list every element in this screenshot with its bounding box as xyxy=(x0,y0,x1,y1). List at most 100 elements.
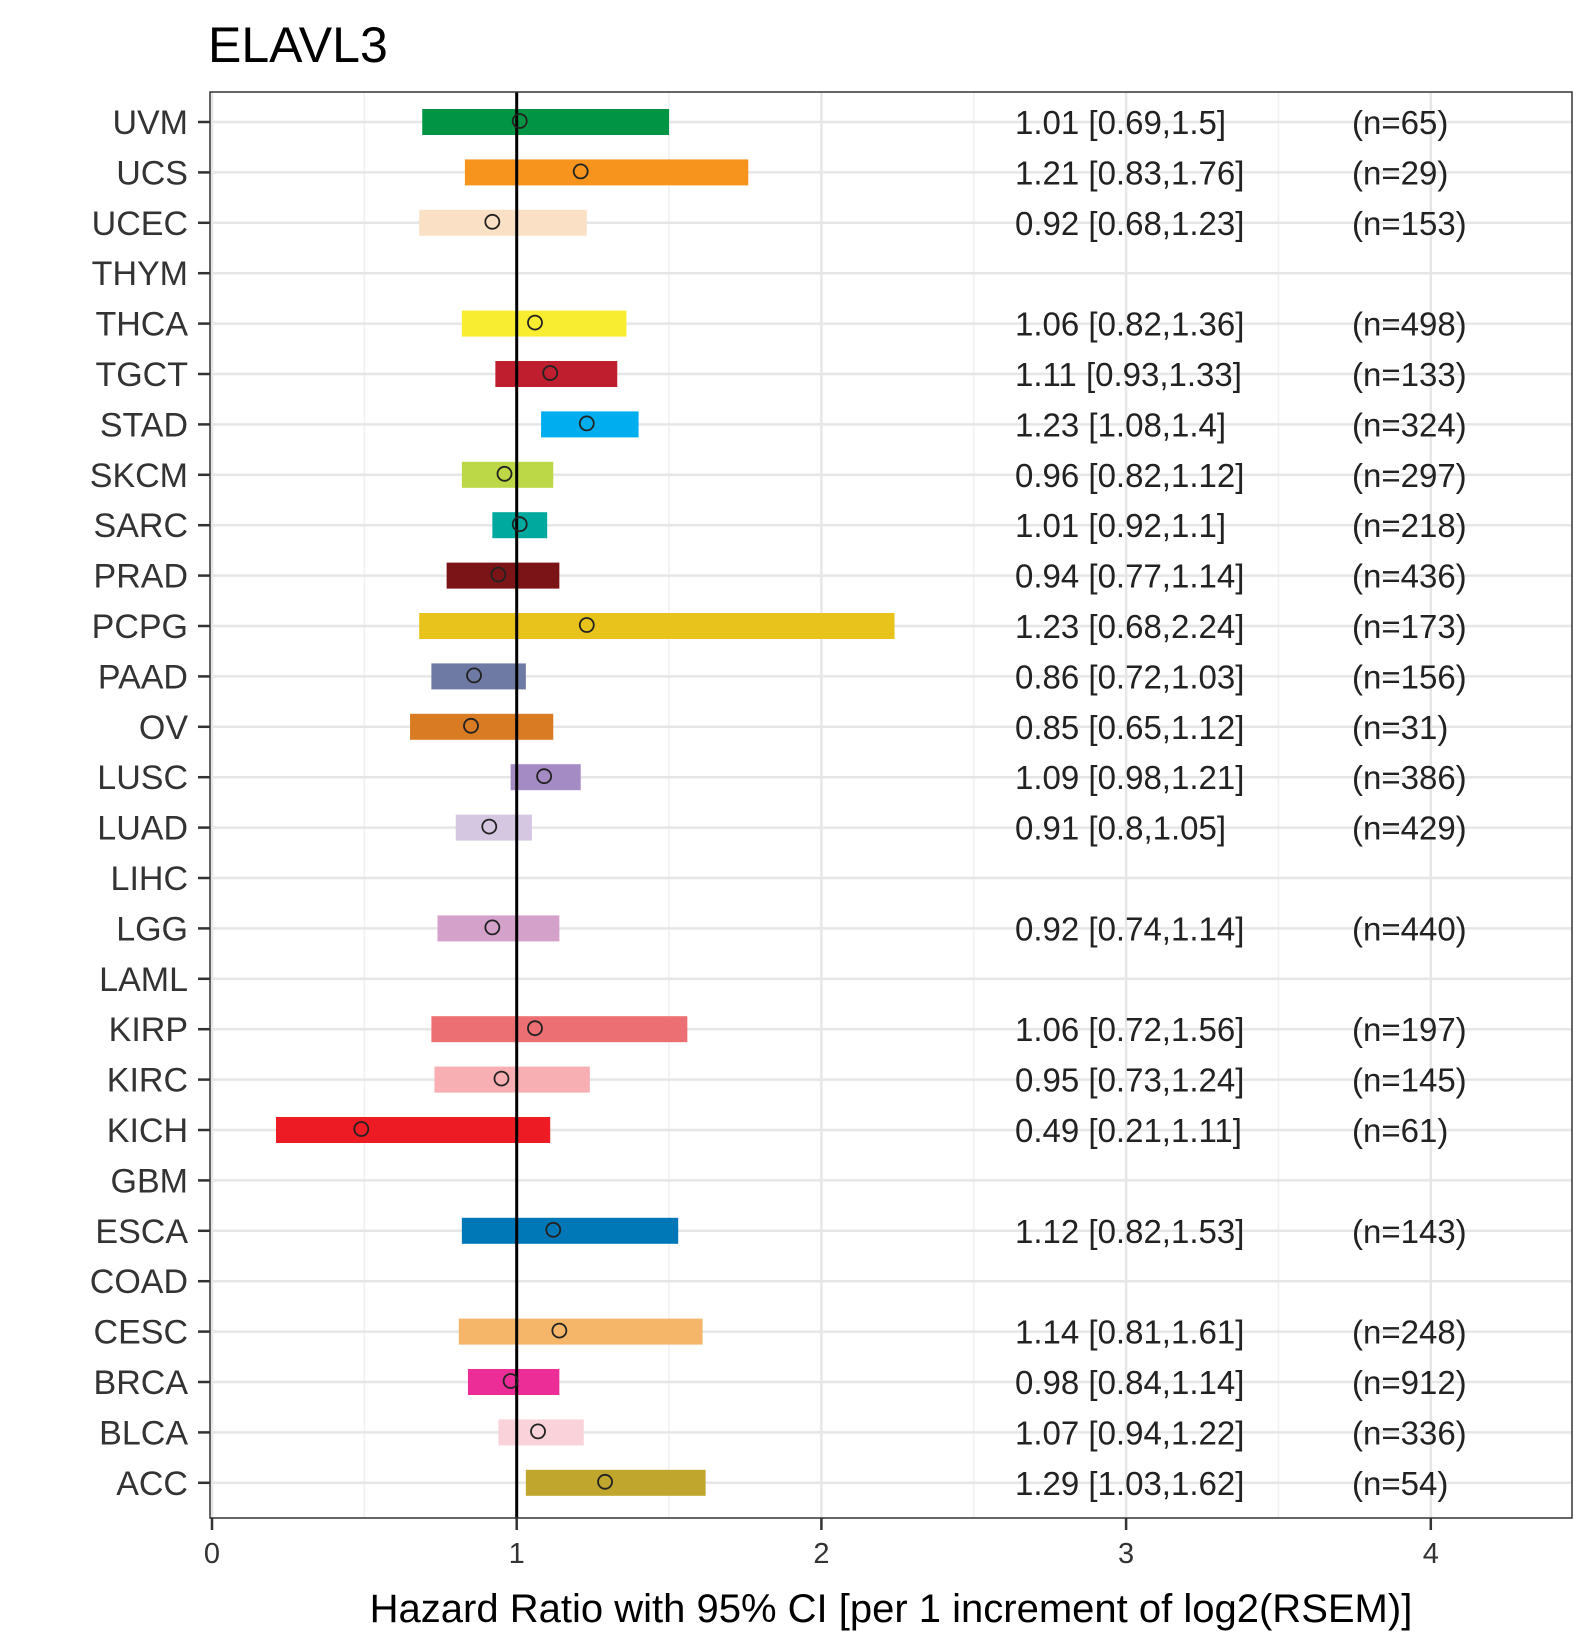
row-annotations: 1.01 [0.69,1.5] (n=65) 1.21 [0.83,1.76] (n=… xyxy=(1015,104,1467,1502)
n-label: (n=297) xyxy=(1352,457,1467,494)
hr-point xyxy=(551,1322,568,1339)
y-tick-label: SKCM xyxy=(90,457,188,495)
ci-label: 1.12 [0.82,1.53] xyxy=(1015,1213,1244,1250)
ci-label: 1.01 [0.92,1.1] xyxy=(1015,507,1226,544)
x-tick-label: 2 xyxy=(813,1538,829,1570)
x-tick-label: 4 xyxy=(1423,1538,1439,1570)
hr-point xyxy=(502,1373,519,1389)
ci-bar xyxy=(431,663,526,690)
n-label: (n=31) xyxy=(1352,709,1448,746)
ci-bar xyxy=(464,159,749,186)
ci-label: 0.49 [0.21,1.11] xyxy=(1015,1112,1242,1149)
hr-point xyxy=(484,213,501,230)
ci-label: 1.23 [1.08,1.4] xyxy=(1015,406,1226,443)
n-label: (n=248) xyxy=(1352,1314,1467,1351)
hr-point xyxy=(578,617,595,633)
ci-bar xyxy=(410,713,554,740)
ci-label: 1.11 [0.93,1.33] xyxy=(1015,356,1242,393)
ci-label: 1.06 [0.72,1.56] xyxy=(1015,1011,1244,1048)
y-tick-label: LIHC xyxy=(111,860,188,898)
y-tick-label: STAD xyxy=(100,406,188,444)
hr-point xyxy=(536,768,553,785)
y-tick-label: BLCA xyxy=(99,1414,188,1452)
n-label: (n=153) xyxy=(1352,205,1467,242)
ci-bar xyxy=(461,461,554,488)
hr-point xyxy=(572,163,589,180)
y-tick-label: UVM xyxy=(112,104,188,142)
n-label: (n=156) xyxy=(1352,658,1467,695)
y-tick-label: PRAD xyxy=(94,558,188,596)
ci-bar xyxy=(419,209,587,236)
ci-bar xyxy=(431,1016,688,1043)
hr-point xyxy=(484,919,501,936)
y-tick-label: KIRC xyxy=(107,1062,188,1100)
ci-label: 1.21 [0.83,1.76] xyxy=(1015,154,1244,191)
n-label: (n=61) xyxy=(1352,1112,1448,1149)
n-label: (n=173) xyxy=(1352,608,1467,645)
y-tick-label: ACC xyxy=(116,1465,188,1503)
n-label: (n=197) xyxy=(1352,1011,1467,1048)
hr-point xyxy=(597,1473,613,1490)
ci-label: 0.92 [0.68,1.23] xyxy=(1015,205,1244,242)
y-tick-label: BRCA xyxy=(94,1364,189,1402)
plot-border xyxy=(209,91,1573,1519)
ci-bar xyxy=(455,814,532,841)
hr-point xyxy=(493,1070,510,1087)
x-tick-label: 3 xyxy=(1118,1538,1134,1570)
y-tick-label: ESCA xyxy=(95,1213,188,1251)
hr-point xyxy=(578,415,595,432)
hr-point xyxy=(463,717,479,734)
n-label: (n=29) xyxy=(1352,154,1448,191)
n-label: (n=54) xyxy=(1352,1465,1448,1502)
ci-bar xyxy=(525,1469,706,1496)
hr-point xyxy=(353,1121,370,1137)
n-label: (n=143) xyxy=(1352,1213,1467,1250)
y-tick-label: TGCT xyxy=(95,356,188,394)
ci-bar xyxy=(422,109,670,135)
hr-point xyxy=(490,566,507,583)
ci-bar xyxy=(541,411,639,438)
n-label: (n=65) xyxy=(1352,104,1448,141)
ci-bar xyxy=(461,310,627,337)
n-label: (n=324) xyxy=(1352,406,1467,443)
ci-bar xyxy=(461,1217,679,1244)
hr-point xyxy=(481,818,498,835)
y-tick-label: THYM xyxy=(92,255,188,293)
x-axis-title: Hazard Ratio with 95% CI [per 1 incremen… xyxy=(370,1587,1413,1631)
y-tick-label: CESC xyxy=(94,1314,188,1352)
ci-label: 0.85 [0.65,1.12] xyxy=(1015,709,1244,746)
n-label: (n=133) xyxy=(1352,356,1467,393)
hr-point xyxy=(530,1423,546,1440)
hr-point xyxy=(545,1221,562,1238)
n-label: (n=436) xyxy=(1352,558,1467,595)
ci-label: 1.01 [0.69,1.5] xyxy=(1015,104,1226,141)
y-tick-label: KICH xyxy=(107,1112,188,1150)
hr-point xyxy=(511,516,528,533)
ci-bar xyxy=(510,764,581,791)
y-tick-label: UCS xyxy=(116,154,188,192)
y-tick-label: OV xyxy=(139,709,188,747)
hr-points xyxy=(353,113,613,1490)
ci-label: 0.94 [0.77,1.14] xyxy=(1015,558,1244,595)
x-tick-label: 1 xyxy=(509,1538,525,1570)
ci-label: 0.96 [0.82,1.12] xyxy=(1015,457,1244,494)
y-tick-label: THCA xyxy=(95,306,188,344)
n-label: (n=145) xyxy=(1352,1062,1467,1099)
y-tick-label: PAAD xyxy=(98,658,188,696)
ci-label: 1.29 [1.03,1.62] xyxy=(1015,1465,1244,1502)
y-tick-label: GBM xyxy=(111,1162,188,1200)
hr-point xyxy=(496,465,513,482)
x-axis: 0 1 2 3 4 xyxy=(204,1518,1439,1570)
y-tick-label: KIRP xyxy=(109,1011,188,1049)
hr-point xyxy=(511,113,528,129)
y-tick-label: LGG xyxy=(116,910,188,948)
ci-label: 0.86 [0.72,1.03] xyxy=(1015,658,1244,695)
y-tick-label: LAML xyxy=(99,961,188,999)
y-tick-label: LUSC xyxy=(97,759,188,797)
y-tick-label: PCPG xyxy=(92,608,188,646)
grid xyxy=(210,92,1572,1518)
ci-bar xyxy=(498,1419,584,1446)
n-label: (n=912) xyxy=(1352,1364,1467,1401)
ci-label: 1.06 [0.82,1.36] xyxy=(1015,306,1244,343)
